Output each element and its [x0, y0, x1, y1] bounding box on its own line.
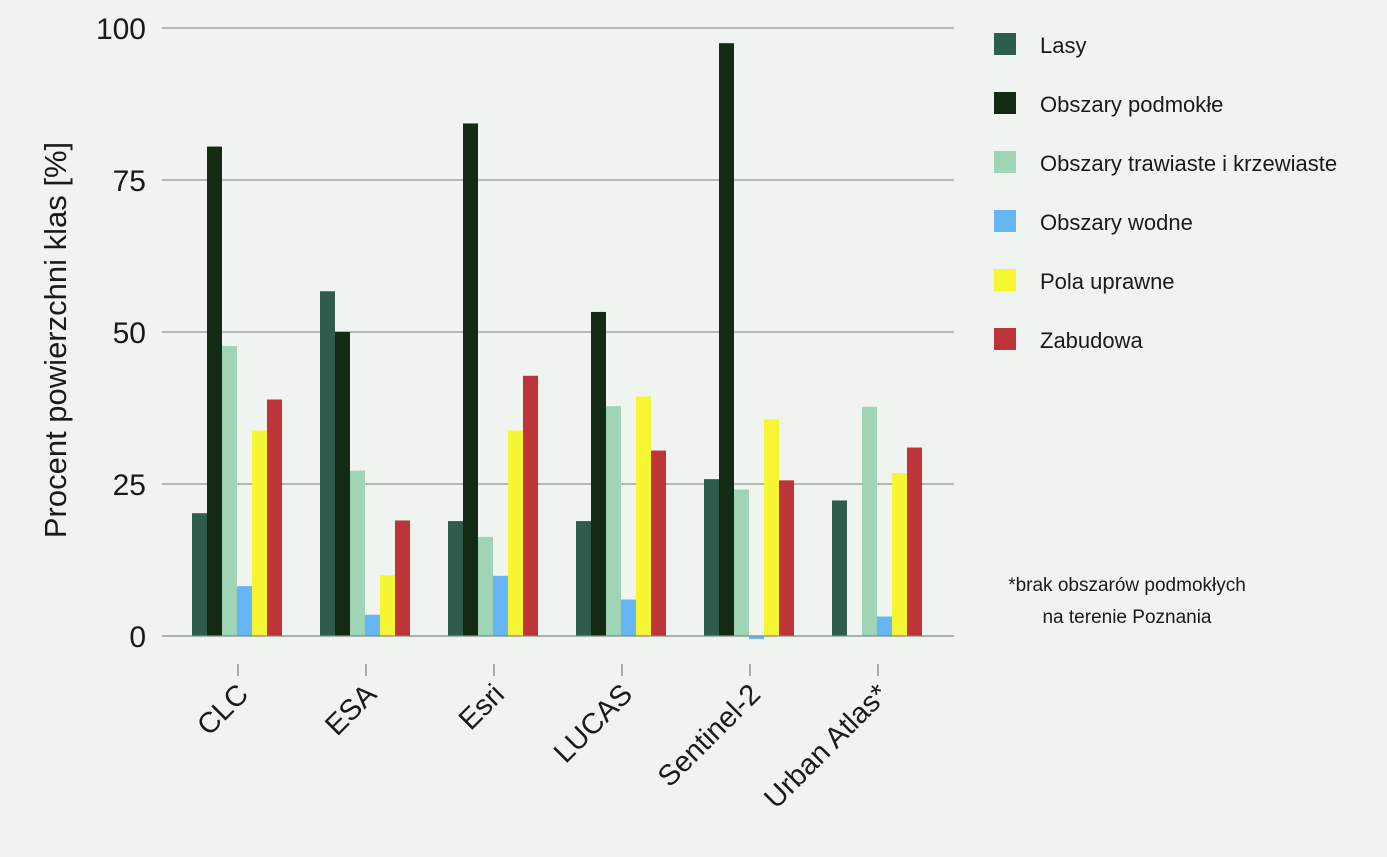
x-tick-label: ESA — [319, 678, 383, 742]
legend-swatch — [994, 269, 1016, 291]
bar — [350, 471, 365, 636]
bar — [493, 576, 508, 636]
legend-swatch — [994, 151, 1016, 173]
bar — [267, 399, 282, 636]
legend-swatch — [994, 92, 1016, 114]
legend-swatch — [994, 328, 1016, 350]
legend-label: Obszary trawiaste i krzewiaste — [1040, 151, 1337, 176]
bar — [779, 480, 794, 636]
bar — [651, 451, 666, 636]
bar — [621, 600, 636, 636]
bar — [508, 430, 523, 636]
bar — [395, 520, 410, 636]
legend: Lasy Obszary podmokłe Obszary trawiaste i … — [994, 33, 1337, 353]
bar — [591, 312, 606, 636]
y-axis-title: Procent powierzchni klas [%] — [38, 142, 73, 538]
bar — [877, 617, 892, 636]
bar — [237, 586, 252, 636]
legend-swatch — [994, 210, 1016, 232]
y-axis-ticks: 0 25 50 75 100 — [96, 13, 146, 654]
legend-label: Lasy — [1040, 33, 1086, 58]
bar — [523, 376, 538, 636]
bar — [335, 332, 350, 636]
bar — [320, 291, 335, 636]
legend-label: Obszary wodne — [1040, 210, 1193, 235]
bar — [704, 479, 719, 636]
bar — [192, 513, 207, 636]
bar — [606, 406, 621, 636]
bar — [764, 420, 779, 636]
bar — [448, 521, 463, 636]
bar — [463, 123, 478, 636]
bar — [907, 448, 922, 636]
y-tick-label: 75 — [113, 165, 146, 198]
bar — [636, 396, 651, 636]
bar — [734, 489, 749, 636]
bar — [576, 521, 591, 636]
x-tick-label: Urban Atlas* — [758, 678, 895, 815]
bars — [192, 43, 922, 639]
bar — [478, 537, 493, 636]
y-tick-label: 100 — [96, 13, 146, 46]
bar — [365, 615, 380, 636]
x-tick-label: CLC — [191, 678, 255, 742]
y-tick-label: 0 — [129, 621, 146, 654]
bar — [252, 430, 267, 636]
bar — [832, 500, 847, 636]
x-tick-label: LUCAS — [548, 678, 639, 769]
bar — [222, 346, 237, 636]
y-tick-label: 25 — [113, 469, 146, 502]
legend-swatch — [994, 33, 1016, 55]
x-tick-label: Esri — [453, 678, 511, 736]
legend-label: Zabudowa — [1040, 328, 1144, 353]
x-tick-label: Sentinel-2 — [652, 678, 767, 793]
annotation-line-2: na terenie Poznania — [1042, 607, 1211, 628]
legend-label: Obszary podmokłe — [1040, 92, 1223, 117]
y-tick-label: 50 — [113, 317, 146, 350]
bar — [892, 473, 907, 636]
bar — [207, 147, 222, 636]
annotation-line-1: *brak obszarów podmokłych — [1008, 575, 1246, 596]
bar — [380, 575, 395, 636]
legend-label: Pola uprawne — [1040, 269, 1175, 294]
bar — [719, 43, 734, 636]
annotation-note: *brak obszarów podmokłych na terenie Poz… — [1008, 575, 1246, 628]
bar — [862, 407, 877, 636]
